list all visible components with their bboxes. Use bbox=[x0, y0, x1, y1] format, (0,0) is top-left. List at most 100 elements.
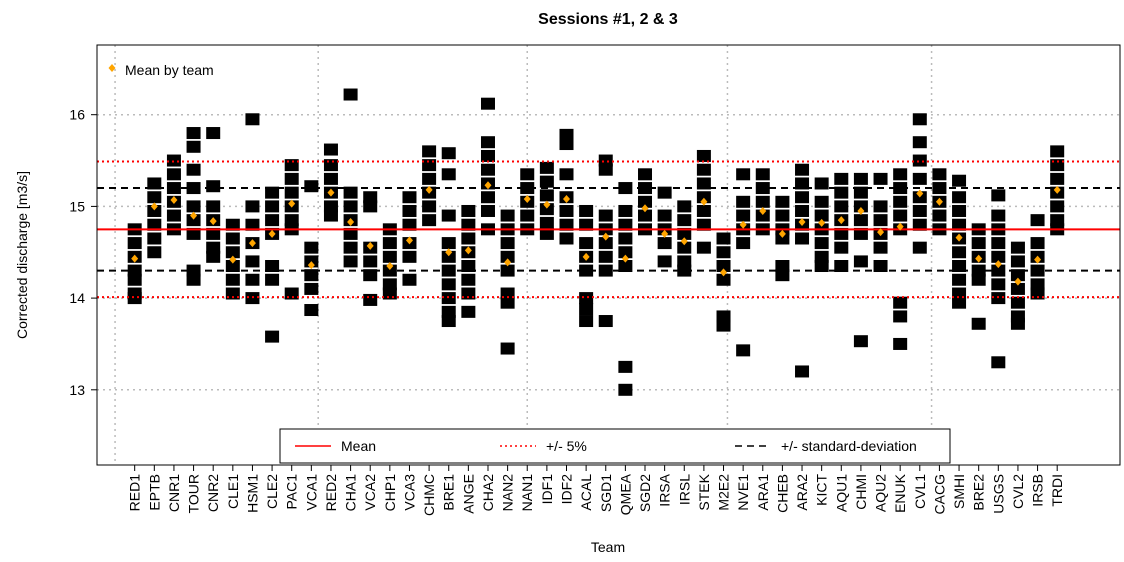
x-tick-label: TRDI bbox=[1049, 474, 1065, 507]
measurement bbox=[520, 209, 535, 222]
x-tick-label: SGD1 bbox=[598, 474, 614, 512]
measurement bbox=[323, 172, 338, 185]
measurement bbox=[795, 177, 810, 190]
measurement bbox=[441, 147, 456, 160]
team-mean bbox=[170, 195, 178, 204]
x-tick-label: AQU2 bbox=[873, 474, 889, 512]
measurement bbox=[696, 191, 711, 204]
x-tick-label: EPTB bbox=[146, 474, 162, 511]
measurement bbox=[912, 113, 927, 126]
measurement bbox=[853, 227, 868, 240]
x-tick-label: IRSA bbox=[657, 473, 673, 506]
measurement bbox=[206, 250, 221, 263]
measurement bbox=[795, 163, 810, 176]
measurement bbox=[755, 168, 770, 181]
measurement bbox=[677, 214, 692, 227]
team-mean bbox=[366, 241, 374, 250]
x-tick-label: VCA3 bbox=[401, 474, 417, 511]
measurement bbox=[363, 293, 378, 306]
measurement bbox=[166, 168, 181, 181]
measurement bbox=[186, 163, 201, 176]
measurement bbox=[716, 310, 731, 323]
measurement bbox=[991, 237, 1006, 250]
team-mean bbox=[248, 239, 256, 248]
x-tick-label: CHEB bbox=[774, 474, 790, 513]
measurement bbox=[598, 237, 613, 250]
measurement bbox=[186, 227, 201, 240]
measurement bbox=[186, 140, 201, 153]
x-tick-label: RED2 bbox=[323, 474, 339, 512]
measurement bbox=[853, 200, 868, 213]
measurement bbox=[461, 204, 476, 217]
measurement bbox=[539, 175, 554, 188]
x-tick-label: USGS bbox=[990, 474, 1006, 514]
measurement bbox=[147, 177, 162, 190]
measurement bbox=[441, 315, 456, 328]
x-tick-label: NVE1 bbox=[735, 474, 751, 511]
measurement bbox=[598, 163, 613, 176]
team-mean bbox=[621, 254, 629, 263]
measurement bbox=[814, 250, 829, 263]
team-mean bbox=[209, 217, 217, 226]
measurement bbox=[853, 255, 868, 268]
measurement bbox=[1010, 282, 1025, 295]
measurement bbox=[814, 260, 829, 273]
measurement bbox=[304, 269, 319, 282]
measurement bbox=[422, 145, 437, 158]
measurement bbox=[402, 218, 417, 231]
measurement bbox=[480, 97, 495, 110]
measurement bbox=[912, 136, 927, 149]
measurement bbox=[304, 241, 319, 254]
measurement bbox=[991, 356, 1006, 369]
measurement bbox=[1010, 317, 1025, 330]
legend-box bbox=[279, 428, 951, 464]
team-mean bbox=[523, 195, 531, 204]
measurement bbox=[893, 209, 908, 222]
measurement bbox=[775, 209, 790, 222]
measurement bbox=[225, 232, 240, 245]
team-mean bbox=[1014, 277, 1022, 286]
measurement bbox=[480, 149, 495, 162]
measurement bbox=[265, 200, 280, 213]
measurement bbox=[893, 195, 908, 208]
measurement bbox=[363, 269, 378, 282]
measurement bbox=[618, 360, 633, 373]
measurement bbox=[284, 287, 299, 300]
measurement bbox=[265, 273, 280, 286]
measurement bbox=[343, 88, 358, 101]
measurement bbox=[147, 232, 162, 245]
measurement bbox=[736, 344, 751, 357]
measurement bbox=[363, 191, 378, 204]
measurement bbox=[579, 218, 594, 231]
measurement bbox=[1030, 287, 1045, 300]
measurement bbox=[461, 305, 476, 318]
measurement bbox=[736, 168, 751, 181]
team-mean bbox=[445, 248, 453, 257]
x-tick-label: RED1 bbox=[127, 474, 143, 512]
measurement bbox=[147, 218, 162, 231]
measurement bbox=[245, 218, 260, 231]
measurement bbox=[873, 200, 888, 213]
team-mean bbox=[504, 258, 512, 267]
x-tick-label: AQU1 bbox=[833, 474, 849, 512]
measurement bbox=[422, 159, 437, 172]
x-tick-label: IDF1 bbox=[539, 474, 555, 505]
team-mean bbox=[190, 211, 198, 220]
x-tick-label: IRSL bbox=[676, 474, 692, 505]
measurement bbox=[245, 255, 260, 268]
team-mean bbox=[916, 189, 924, 198]
x-tick-label: TOUR bbox=[186, 474, 202, 513]
legend-label: Mean by team bbox=[125, 62, 214, 78]
measurement bbox=[716, 260, 731, 273]
team-mean bbox=[661, 229, 669, 238]
measurement bbox=[480, 136, 495, 149]
measurement bbox=[677, 227, 692, 240]
measurement bbox=[775, 232, 790, 245]
measurement bbox=[402, 250, 417, 263]
measurement bbox=[873, 260, 888, 273]
measurement bbox=[932, 209, 947, 222]
measurement bbox=[638, 195, 653, 208]
measurement bbox=[657, 237, 672, 250]
measurement bbox=[382, 237, 397, 250]
